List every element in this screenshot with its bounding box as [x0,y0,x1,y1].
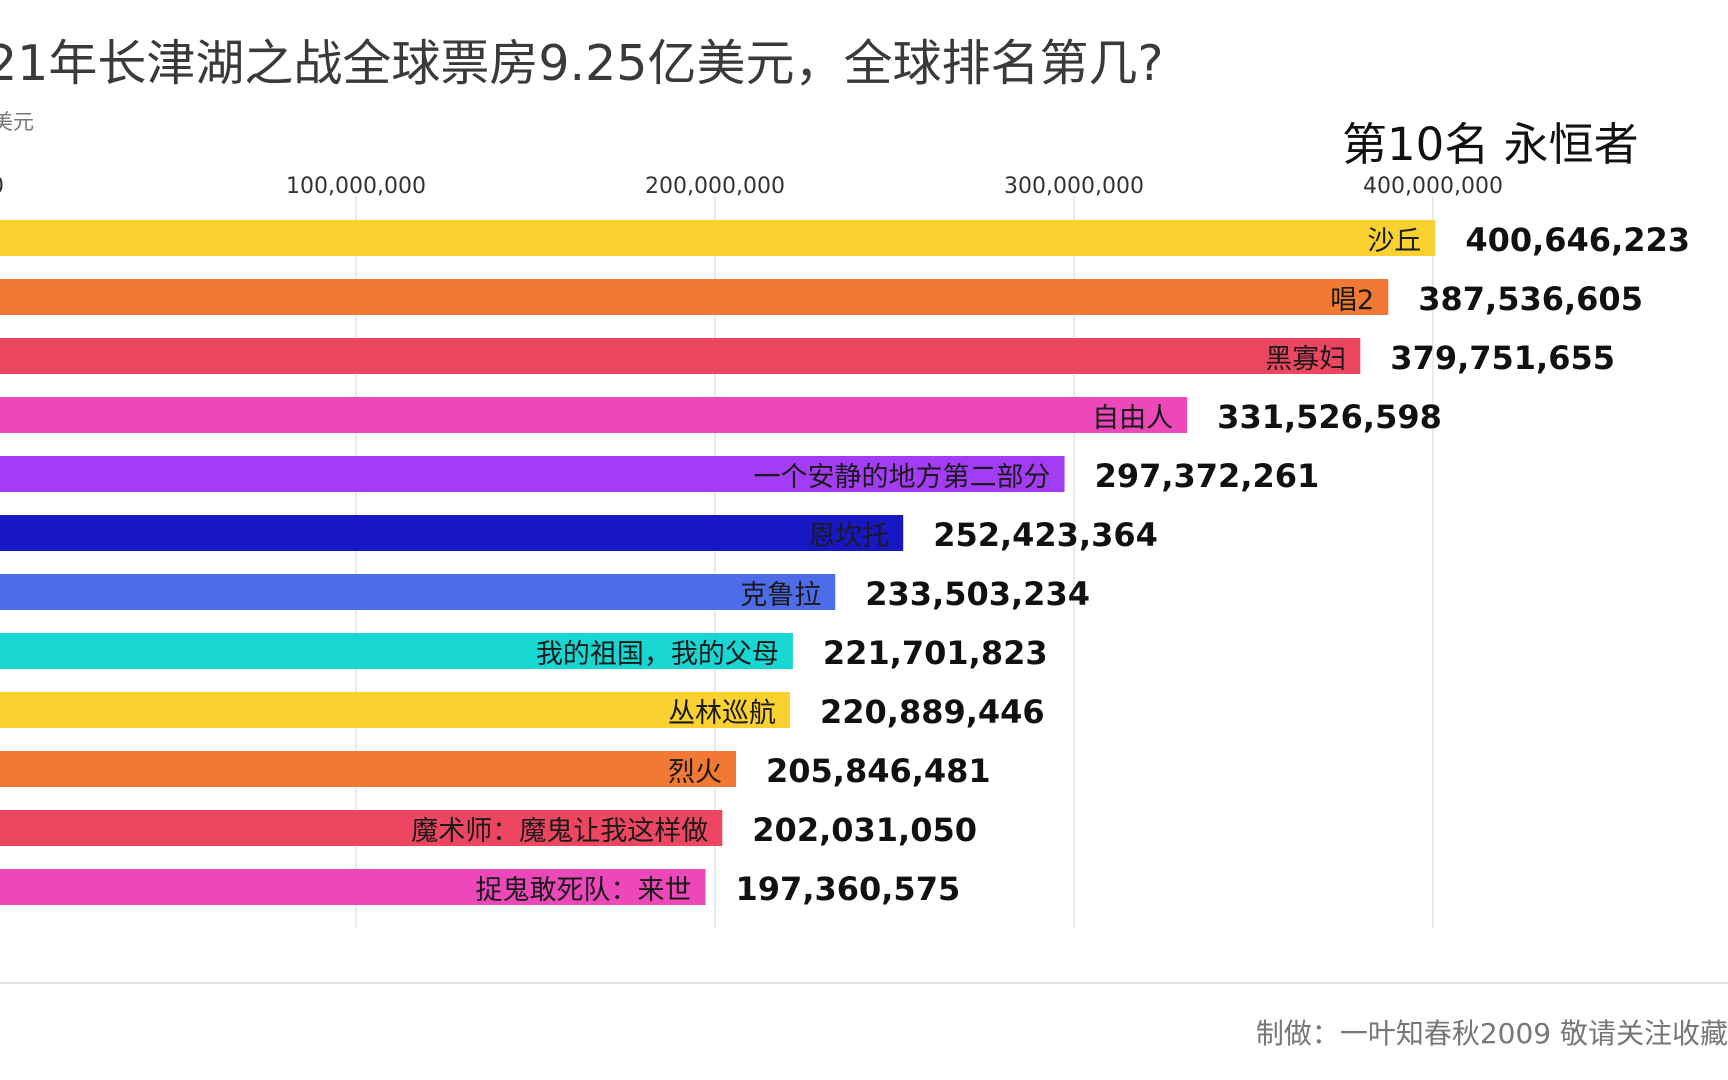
bar-value-label-9: 205,846,481 [766,752,991,790]
bar-row-11: 捉鬼敢死队：来世 197,360,575 [0,869,960,908]
bar-3 [0,397,1188,433]
bar-row-0: 沙丘 400,646,223 [0,220,1690,259]
bar-value-label-3: 331,526,598 [1217,398,1442,436]
bar-row-5: 恩坎托 252,423,364 [0,515,1158,554]
rank-caption: 第10名 永恒者 [1342,118,1639,171]
bar-value-label-2: 379,751,655 [1390,339,1615,377]
bar-5 [0,515,904,551]
bar-row-9: 烈火 205,846,481 [0,751,991,790]
bar-row-4: 一个安静的地方第二部分 297,372,261 [0,456,1319,495]
bar-name-label-7: 我的祖国，我的父母 [536,639,779,670]
bar-name-label-8: 丛林巡航 [668,698,776,729]
bar-value-label-1: 387,536,605 [1418,280,1643,318]
x-axis-ticks: 0 100,000,000 200,000,000 300,000,000 400,00… [0,174,1503,199]
bar-name-label-11: 捉鬼敢死队：来世 [476,875,692,906]
bar-row-7: 我的祖国，我的父母 221,701,823 [0,633,1048,672]
bar-4 [0,456,1065,492]
bar-value-label-10: 202,031,050 [752,811,977,849]
bars: 沙丘 400,646,223 唱2 387,536,605 黑寡妇 379,751,655… [0,220,1690,908]
bar-10 [0,810,723,846]
bar-8 [0,692,790,728]
bar-row-8: 丛林巡航 220,889,446 [0,692,1045,731]
unit-label: 美元 [0,110,34,134]
bar-value-label-4: 297,372,261 [1095,457,1320,495]
bar-row-10: 魔术师：魔鬼让我这样做 202,031,050 [0,810,977,849]
grid-layer [355,196,1434,928]
x-tick-label-0: 0 [0,174,4,199]
bar-6 [0,574,836,610]
bar-value-label-0: 400,646,223 [1465,221,1690,259]
bar-row-1: 唱2 387,536,605 [0,279,1643,318]
bar-9 [0,751,736,787]
bar-7 [0,633,793,669]
chart-title: 21年长津湖之战全球票房9.25亿美元，全球排名第几? [0,35,1164,92]
bar-value-label-11: 197,360,575 [736,870,961,908]
bar-name-label-5: 恩坎托 [808,521,889,552]
bar-2 [0,338,1361,374]
bar-row-2: 黑寡妇 379,751,655 [0,338,1615,377]
bar-row-6: 克鲁拉 233,503,234 [0,574,1090,613]
bar-value-label-6: 233,503,234 [865,575,1090,613]
x-tick-label-3: 300,000,000 [1004,174,1144,199]
bar-value-label-7: 221,701,823 [823,634,1048,672]
bar-chart: 0 100,000,000 200,000,000 300,000,000 400,00… [0,174,1690,928]
bar-name-label-1: 唱2 [1330,285,1374,316]
x-tick-label-2: 200,000,000 [645,174,785,199]
bar-name-label-2: 黑寡妇 [1265,344,1346,375]
x-tick-label-4: 400,000,000 [1363,174,1503,199]
bar-value-label-5: 252,423,364 [933,516,1158,554]
bar-name-label-6: 克鲁拉 [740,580,821,611]
bar-name-label-9: 烈火 [668,757,722,788]
bar-row-3: 自由人 331,526,598 [0,397,1442,436]
bar-name-label-4: 一个安静的地方第二部分 [754,462,1051,493]
bar-11 [0,869,706,905]
bar-name-label-3: 自由人 [1092,403,1173,434]
bar-1 [0,279,1389,315]
bar-value-label-8: 220,889,446 [820,693,1045,731]
bar-name-label-10: 魔术师：魔鬼让我这样做 [411,816,708,847]
bar-0 [0,220,1436,256]
x-tick-label-1: 100,000,000 [286,174,426,199]
bar-name-label-0: 沙丘 [1367,226,1421,257]
footer-credit: 制做：一叶知春秋2009 敬请关注收藏 [1255,1017,1728,1050]
footer-divider [0,982,1728,984]
